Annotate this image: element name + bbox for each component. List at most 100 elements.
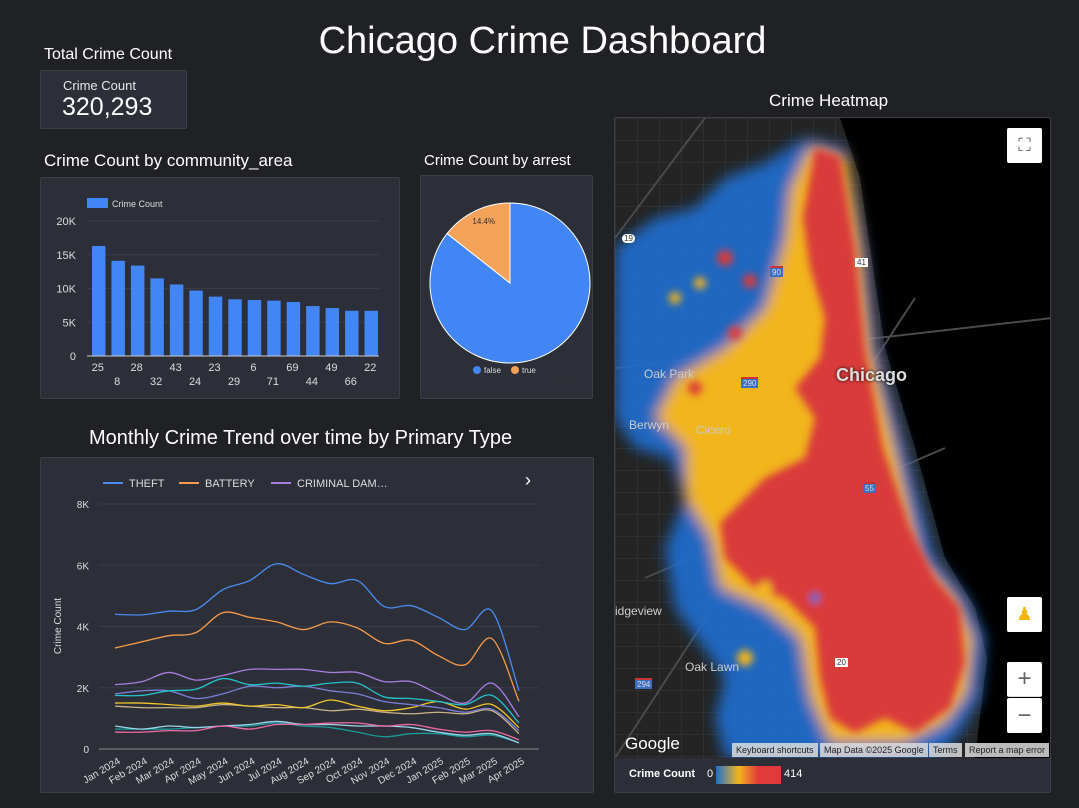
legend-label: CRIMINAL DAM…	[297, 478, 388, 490]
bar	[247, 299, 262, 356]
series-line	[114, 699, 520, 729]
x-tick-label: 49	[325, 362, 337, 374]
bar	[364, 310, 378, 356]
map-card: Chicago Oak Park Berwyn Cicero idgeview …	[614, 117, 1051, 793]
y-tick-label: 6K	[77, 561, 90, 572]
y-axis-label: Crime Count	[53, 598, 64, 654]
map-label-chicago: Chicago	[836, 365, 908, 385]
legend-label: false	[484, 366, 501, 375]
scorecard-label: Crime Count	[63, 78, 136, 93]
y-tick-label: 4K	[77, 623, 90, 634]
bar	[130, 265, 145, 356]
report-map-error-link[interactable]: Report a map error	[965, 743, 1050, 757]
pie-slice-label: 85.6%	[555, 375, 578, 384]
x-tick-label: 6	[250, 362, 256, 374]
bar-chart-title: Crime Count by community_area	[44, 151, 293, 170]
series-line	[114, 668, 520, 718]
x-tick-label: 28	[131, 362, 143, 374]
google-logo: Google	[625, 734, 680, 753]
bar-chart-card: 0 5K 10K 15K 20K Crime Count 25 8 28 32 43 24 23 29 6 7…	[40, 177, 400, 399]
x-tick-label: 23	[208, 362, 220, 374]
y-tick-label: 0	[83, 745, 89, 756]
fullscreen-icon[interactable]: ⛶	[1007, 128, 1042, 163]
legend-label: THEFT	[129, 478, 165, 490]
pie-slice-label: 14.4%	[472, 217, 495, 226]
terms-link[interactable]: Terms	[929, 743, 962, 757]
bar	[189, 290, 203, 356]
keyboard-shortcuts-link[interactable]: Keyboard shortcuts	[732, 743, 818, 757]
x-tick-label: 32	[150, 376, 162, 388]
bar	[345, 310, 359, 356]
y-tick-label: 2K	[77, 684, 90, 695]
legend-label: true	[522, 366, 536, 375]
map-title: Crime Heatmap	[769, 91, 889, 110]
scorecard-section-title: Total Crime Count	[44, 46, 173, 63]
bar	[92, 245, 106, 356]
map-label-berwyn: Berwyn	[629, 418, 670, 432]
x-tick-label: 43	[169, 362, 181, 374]
bar	[111, 260, 125, 356]
map-label-oak-lawn: Oak Lawn	[685, 660, 740, 674]
bar	[208, 296, 223, 356]
highway-shield: 90	[770, 266, 783, 277]
pie-chart-title: Crime Count by arrest	[424, 152, 571, 169]
series-line	[114, 720, 520, 744]
bar	[286, 302, 301, 356]
heat-high	[720, 148, 965, 733]
pegman-icon[interactable]: ♟	[1007, 597, 1042, 632]
x-tick-label: 22	[364, 362, 376, 374]
heatmap-legend-max: 414	[784, 768, 803, 780]
y-tick-label: 5K	[63, 317, 77, 329]
bar	[306, 306, 320, 356]
heatmap-legend-label: Crime Count	[629, 768, 695, 780]
series-line	[114, 677, 520, 724]
x-tick-label: 25	[92, 362, 104, 374]
scorecard: Crime Count 320,293	[40, 70, 187, 129]
x-tick-label: 71	[267, 376, 279, 388]
line-chart-title: Monthly Crime Trend over time by Primary…	[89, 427, 513, 449]
chevron-right-icon[interactable]: ›	[525, 470, 531, 490]
series-line	[114, 563, 520, 692]
page-title: Chicago Crime Dashboard	[318, 20, 767, 62]
bar	[228, 299, 242, 356]
series-line	[115, 722, 520, 744]
map-label-cicero: Cicero	[696, 423, 731, 437]
x-tick-label: 29	[228, 376, 240, 388]
x-tick-label: 66	[345, 376, 357, 388]
series-line	[114, 722, 520, 741]
highway-shield: 290	[741, 377, 759, 388]
scorecard-value: 320,293	[62, 93, 153, 121]
bar	[169, 284, 184, 356]
y-tick-label: 15K	[56, 250, 76, 262]
x-tick-label: 44	[306, 376, 318, 388]
y-tick-label: 0	[70, 351, 76, 363]
zoom-out-button[interactable]: −	[1007, 698, 1042, 733]
line-chart-card: 0 2K 4K 6K 8K Crime Count Jan 2024 Feb 2024 Mar …	[40, 457, 594, 793]
x-tick-label: 8	[114, 376, 120, 388]
series-line	[114, 703, 520, 735]
legend-dot	[511, 366, 519, 374]
heatmap-legend-min: 0	[707, 768, 714, 780]
pie-chart: 85.6% 14.4% false true	[429, 202, 591, 384]
bar-chart: 0 5K 10K 15K 20K Crime Count 25 8 28 32 43 24 23 29 67…	[56, 198, 379, 388]
bar	[267, 300, 281, 356]
highway-shield: 294	[635, 678, 653, 689]
map-label-bridgeview: idgeview	[615, 604, 662, 618]
map-label-oak-park: Oak Park	[644, 367, 695, 381]
heatmap[interactable]	[615, 118, 1051, 758]
legend-swatch	[87, 198, 108, 208]
heatmap-legend-gradient	[716, 766, 781, 784]
y-tick-label: 20K	[56, 216, 76, 228]
bar	[150, 278, 164, 356]
highway-shield: 19	[622, 234, 635, 243]
pie-slice	[446, 202, 511, 285]
highway-shield: 41	[855, 258, 868, 267]
x-tick-label: 69	[286, 362, 298, 374]
zoom-in-button[interactable]: +	[1007, 662, 1042, 697]
map-data-attribution: Map Data ©2025 Google	[820, 743, 928, 757]
bar	[325, 308, 340, 356]
series-line	[114, 685, 520, 732]
legend-label: BATTERY	[205, 478, 255, 490]
legend-label: Crime Count	[112, 199, 163, 209]
